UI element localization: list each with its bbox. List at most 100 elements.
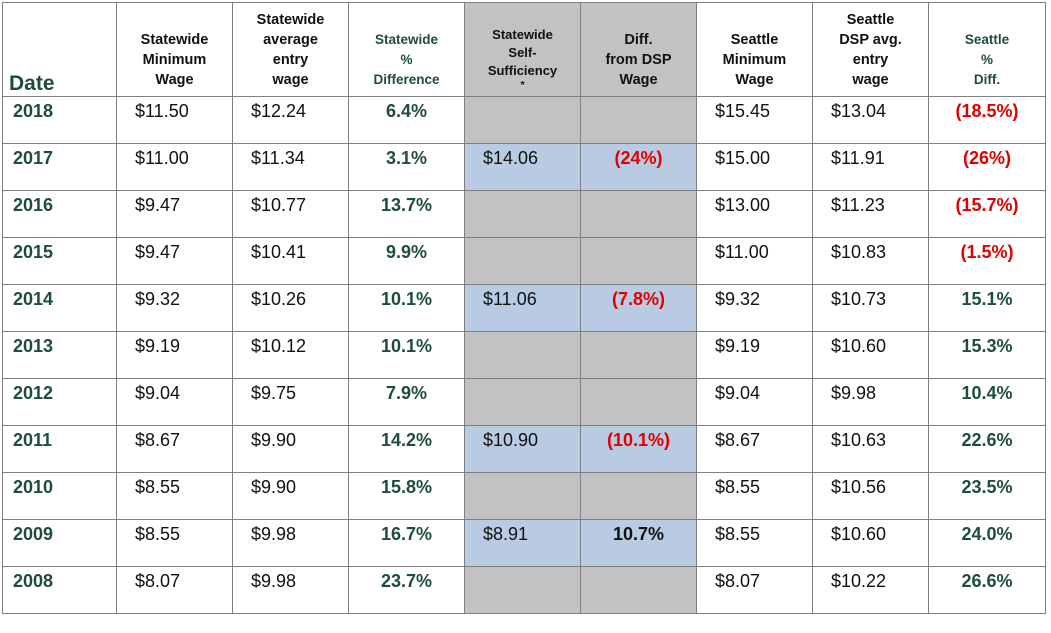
table-row: 2013 $9.19 $10.12 10.1% $9.19 $10.60 15.3% [2,331,1046,379]
cell-seattle-minimum-wage: $8.67 [696,425,813,473]
cell-seattle-minimum-wage: $11.00 [696,237,813,285]
cell-statewide-average-entry-wage: $9.98 [232,566,349,614]
cell-diff-from-dsp-wage: (7.8%) [580,284,697,332]
cell-seattle-minimum-wage: $9.19 [696,331,813,379]
cell-statewide-average-entry-wage: $10.12 [232,331,349,379]
cell-statewide-percent-difference: 14.2% [348,425,465,473]
cell-statewide-self-sufficiency [464,237,581,285]
cell-seattle-dsp-avg-entry-wage: $10.22 [812,566,929,614]
cell-year: 2013 [2,331,117,379]
cell-year: 2009 [2,519,117,567]
table-row: 2012 $9.04 $9.75 7.9% $9.04 $9.98 10.4% [2,378,1046,426]
cell-statewide-minimum-wage: $9.32 [116,284,233,332]
cell-statewide-average-entry-wage: $10.77 [232,190,349,238]
header-row: Date Statewide Minimum Wage Statewide av… [2,2,1046,97]
cell-statewide-minimum-wage: $9.19 [116,331,233,379]
header-statewide-percent-difference: Statewide % Difference [348,2,465,97]
cell-seattle-dsp-avg-entry-wage: $11.91 [812,143,929,191]
cell-seattle-minimum-wage: $8.55 [696,472,813,520]
table-row: 2016 $9.47 $10.77 13.7% $13.00 $11.23 (15.7%) [2,190,1046,238]
cell-diff-from-dsp-wage [580,331,697,379]
cell-statewide-self-sufficiency [464,96,581,144]
header-seattle-minimum-wage: Seattle Minimum Wage [696,2,813,97]
cell-seattle-dsp-avg-entry-wage: $10.60 [812,331,929,379]
cell-seattle-percent-diff: 26.6% [928,566,1046,614]
cell-seattle-percent-diff: 15.3% [928,331,1046,379]
cell-seattle-minimum-wage: $15.45 [696,96,813,144]
cell-seattle-dsp-avg-entry-wage: $10.56 [812,472,929,520]
header-statewide-minimum-wage: Statewide Minimum Wage [116,2,233,97]
cell-year: 2014 [2,284,117,332]
cell-statewide-percent-difference: 16.7% [348,519,465,567]
cell-statewide-percent-difference: 9.9% [348,237,465,285]
table-row: 2018 $11.50 $12.24 6.4% $15.45 $13.04 (18.5%) [2,96,1046,144]
cell-statewide-self-sufficiency: $10.90 [464,425,581,473]
cell-statewide-self-sufficiency [464,378,581,426]
cell-statewide-average-entry-wage: $11.34 [232,143,349,191]
cell-statewide-minimum-wage: $9.47 [116,190,233,238]
cell-statewide-self-sufficiency: $11.06 [464,284,581,332]
cell-year: 2015 [2,237,117,285]
table-row: 2014 $9.32 $10.26 10.1% $11.06 (7.8%) $9.32 $10… [2,284,1046,332]
cell-statewide-average-entry-wage: $9.98 [232,519,349,567]
cell-seattle-minimum-wage: $15.00 [696,143,813,191]
cell-statewide-self-sufficiency [464,566,581,614]
cell-seattle-percent-diff: 23.5% [928,472,1046,520]
cell-seattle-dsp-avg-entry-wage: $11.23 [812,190,929,238]
cell-statewide-average-entry-wage: $9.75 [232,378,349,426]
cell-seattle-minimum-wage: $8.07 [696,566,813,614]
cell-statewide-self-sufficiency [464,190,581,238]
header-date: Date [2,2,117,97]
cell-statewide-minimum-wage: $8.67 [116,425,233,473]
header-seattle-percent-diff: Seattle % Diff. [928,2,1046,97]
cell-seattle-dsp-avg-entry-wage: $9.98 [812,378,929,426]
cell-statewide-average-entry-wage: $10.26 [232,284,349,332]
cell-diff-from-dsp-wage [580,378,697,426]
cell-statewide-percent-difference: 23.7% [348,566,465,614]
cell-seattle-minimum-wage: $9.32 [696,284,813,332]
cell-statewide-minimum-wage: $8.55 [116,519,233,567]
cell-seattle-percent-diff: (15.7%) [928,190,1046,238]
cell-statewide-average-entry-wage: $9.90 [232,472,349,520]
cell-seattle-percent-diff: 24.0% [928,519,1046,567]
cell-seattle-dsp-avg-entry-wage: $10.60 [812,519,929,567]
cell-year: 2012 [2,378,117,426]
cell-seattle-percent-diff: 22.6% [928,425,1046,473]
cell-statewide-minimum-wage: $8.07 [116,566,233,614]
cell-year: 2018 [2,96,117,144]
cell-year: 2008 [2,566,117,614]
cell-year: 2017 [2,143,117,191]
cell-statewide-self-sufficiency: $8.91 [464,519,581,567]
cell-statewide-minimum-wage: $11.50 [116,96,233,144]
cell-diff-from-dsp-wage: 10.7% [580,519,697,567]
cell-seattle-minimum-wage: $8.55 [696,519,813,567]
table-row: 2011 $8.67 $9.90 14.2% $10.90 (10.1%) $8.67 $10… [2,425,1046,473]
cell-diff-from-dsp-wage [580,190,697,238]
cell-statewide-percent-difference: 7.9% [348,378,465,426]
cell-seattle-percent-diff: 15.1% [928,284,1046,332]
cell-statewide-minimum-wage: $9.47 [116,237,233,285]
cell-statewide-percent-difference: 10.1% [348,284,465,332]
cell-seattle-percent-diff: (1.5%) [928,237,1046,285]
table-row: 2009 $8.55 $9.98 16.7% $8.91 10.7% $8.55 $10.60… [2,519,1046,567]
cell-statewide-average-entry-wage: $12.24 [232,96,349,144]
cell-statewide-percent-difference: 3.1% [348,143,465,191]
cell-seattle-minimum-wage: $9.04 [696,378,813,426]
header-statewide-average-entry-wage: Statewide average entry wage [232,2,349,97]
cell-statewide-percent-difference: 15.8% [348,472,465,520]
cell-diff-from-dsp-wage [580,237,697,285]
cell-statewide-self-sufficiency: $14.06 [464,143,581,191]
cell-seattle-dsp-avg-entry-wage: $10.73 [812,284,929,332]
header-diff-from-dsp-wage: Diff. from DSP Wage [580,2,697,97]
table-body: 2018 $11.50 $12.24 6.4% $15.45 $13.04 (18.5%) 2… [2,96,1046,614]
cell-seattle-dsp-avg-entry-wage: $13.04 [812,96,929,144]
cell-statewide-minimum-wage: $9.04 [116,378,233,426]
cell-statewide-percent-difference: 13.7% [348,190,465,238]
cell-diff-from-dsp-wage [580,472,697,520]
cell-statewide-percent-difference: 6.4% [348,96,465,144]
cell-year: 2010 [2,472,117,520]
cell-statewide-average-entry-wage: $9.90 [232,425,349,473]
cell-seattle-minimum-wage: $13.00 [696,190,813,238]
header-statewide-self-sufficiency: Statewide Self- Sufficiency * [464,2,581,97]
cell-seattle-percent-diff: (26%) [928,143,1046,191]
